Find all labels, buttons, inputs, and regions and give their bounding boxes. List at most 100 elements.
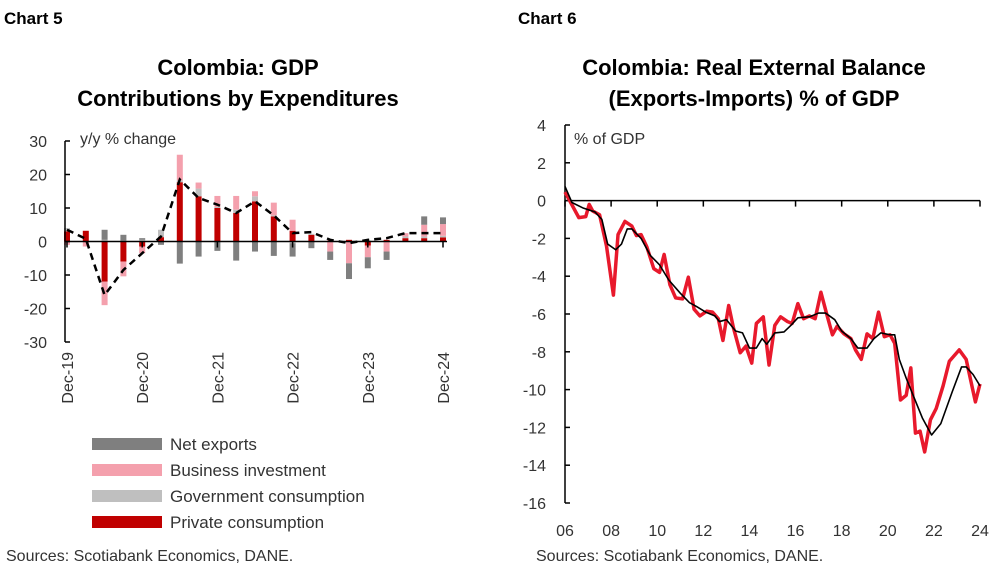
bar-net-exports (158, 241, 164, 245)
chart-5-x-tick-label: Dec-22 (286, 352, 303, 404)
bar-private-consumption (383, 239, 390, 242)
chart-6-title-line-1: Colombia: Real External Balance (582, 55, 926, 80)
bar-net-exports (252, 241, 258, 252)
bar-net-exports (327, 251, 334, 260)
chart-6: Chart 6 Colombia: Real External Balance … (518, 9, 989, 565)
chart-6-x-tick-label: 10 (648, 523, 666, 540)
chart-6-x-tick-label: 12 (694, 523, 712, 540)
chart-6-y-tick-label: -16 (523, 496, 546, 513)
bar-government-consumption (402, 236, 409, 239)
bar-government-consumption (421, 236, 428, 239)
chart-5-x-tick-label: Dec-24 (436, 352, 453, 404)
bar-net-exports (195, 241, 202, 257)
bar-private-consumption (64, 231, 70, 242)
bar-business-investment (402, 233, 409, 237)
bar-business-investment (440, 224, 446, 236)
bar-business-investment (364, 245, 371, 258)
chart-5-y-tick-label: -10 (24, 268, 47, 285)
bar-business-investment (289, 219, 296, 231)
bar-net-exports (421, 216, 428, 225)
chart-6-x-tick-label: 16 (787, 523, 805, 540)
legend-swatch (92, 438, 162, 450)
bar-business-investment (346, 241, 352, 264)
bar-private-consumption (82, 230, 89, 242)
legend-swatch (92, 490, 162, 502)
bar-net-exports (270, 241, 277, 256)
bar-net-exports (364, 257, 371, 269)
bar-private-consumption (289, 230, 296, 242)
legend-label: Net exports (170, 435, 257, 454)
chart-5-y-tick-label: -30 (24, 335, 47, 352)
chart-6-y-tick-label: -14 (523, 458, 546, 475)
chart-6-x-tick-label: 20 (879, 523, 897, 540)
chart-6-y-tick-label: 4 (537, 118, 546, 135)
bar-business-investment (383, 241, 390, 252)
bar-net-exports (289, 243, 296, 257)
legend-label: Business investment (170, 461, 326, 480)
bar-private-consumption (176, 182, 183, 242)
chart-6-y-tick-label: -8 (532, 345, 546, 362)
bar-government-consumption (252, 196, 258, 202)
chart-6-x-tick-label: 24 (971, 523, 989, 540)
bar-government-consumption (270, 215, 277, 217)
bar-private-consumption (402, 238, 409, 242)
bar-business-investment (139, 246, 146, 254)
bar-government-consumption (101, 239, 108, 242)
bar-government-consumption (214, 206, 221, 208)
bar-government-consumption (233, 209, 240, 214)
bar-government-consumption (139, 239, 146, 242)
bar-private-consumption (101, 241, 108, 282)
bar-business-investment (176, 154, 183, 181)
bar-government-consumption (308, 233, 315, 235)
bar-business-investment (327, 241, 334, 252)
bar-private-consumption (346, 239, 352, 242)
bar-private-consumption (440, 237, 446, 242)
chart-5-source: Sources: Scotiabank Economics, DANE. (6, 548, 293, 565)
chart-6-y-tick-label: 0 (537, 194, 546, 211)
chart-6-y-tick-label: -10 (523, 383, 546, 400)
chart-6-x-tick-label: 08 (602, 523, 620, 540)
bar-net-exports (440, 217, 446, 225)
bar-government-consumption (440, 235, 446, 238)
chart-6-unit-label: % of GDP (574, 131, 645, 148)
bar-net-exports (308, 241, 315, 249)
bar-business-investment (421, 224, 428, 237)
chart-5-unit-label: y/y % change (80, 131, 176, 148)
chart-6-x-tick-label: 06 (556, 523, 574, 540)
chart-5-bars (64, 154, 446, 306)
chart-6-title-line-2: (Exports-Imports) % of GDP (609, 86, 900, 111)
chart-5-x-tick-label: Dec-20 (135, 352, 152, 404)
total-gdp-line (66, 177, 443, 298)
bar-business-investment (214, 195, 221, 207)
chart-5-x-tick-label: Dec-23 (361, 352, 378, 404)
chart-5-y-tick-label: 30 (29, 134, 47, 151)
chart-6-x-tick-label: 18 (833, 523, 851, 540)
bar-private-consumption (308, 234, 315, 242)
chart-6-y-tick-label: -12 (523, 420, 546, 437)
chart-5-title-line-2: Contributions by Expenditures (77, 86, 398, 111)
legend-label: Private consumption (170, 513, 324, 532)
chart-6-y-tick-label: 2 (537, 156, 546, 173)
chart-5-header: Chart 5 (4, 9, 63, 28)
bar-government-consumption (158, 229, 164, 238)
chart-5-y-axis: 30 20 10 0 -10 -20 -30 (24, 134, 47, 352)
bar-business-investment (252, 191, 258, 197)
chart-5-y-tick-label: -20 (24, 302, 47, 319)
chart-6-x-tick-label: 22 (925, 523, 943, 540)
bar-net-exports (120, 234, 127, 241)
chart-5-y-tick-label: 10 (29, 201, 47, 218)
chart-6-header: Chart 6 (518, 9, 577, 28)
chart-6-source: Sources: Scotiabank Economics, DANE. (536, 548, 823, 565)
chart-6-y-tick-label: -4 (532, 269, 546, 286)
chart-6-y-tick-label: -6 (532, 307, 546, 324)
bar-government-consumption (195, 188, 202, 197)
chart-5-y-tick-label: 20 (29, 168, 47, 185)
bar-net-exports (176, 241, 183, 264)
chart-6-y-tick-label: -2 (532, 231, 546, 248)
legend-label: Government consumption (170, 487, 365, 506)
bar-private-consumption (214, 208, 221, 242)
bar-private-consumption (158, 237, 164, 242)
bar-private-consumption (252, 201, 258, 242)
chart-5-y-tick-label: 0 (38, 235, 47, 252)
